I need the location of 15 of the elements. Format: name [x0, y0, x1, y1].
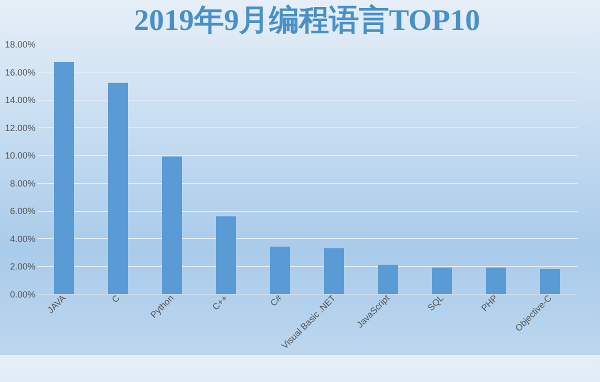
y-tick-label: 10.00% [4, 150, 36, 161]
y-tick-label: 0.00% [10, 290, 36, 300]
chart-title: 2019年9月编程语言TOP10 [134, 3, 480, 37]
x-tick-label: C [110, 292, 122, 305]
y-tick-label: 4.00% [10, 234, 36, 244]
y-tick-label: 18.00% [4, 40, 36, 50]
x-tick-label: C++ [210, 292, 230, 312]
y-tick-label: 2.00% [10, 262, 36, 272]
x-tick-label: SQL [426, 292, 446, 313]
x-tick-label: C# [268, 292, 284, 308]
y-tick-label: 6.00% [10, 206, 36, 216]
y-tick-label: 8.00% [10, 178, 36, 188]
y-tick-label: 14.00% [4, 95, 36, 106]
y-tick-label: 16.00% [4, 67, 36, 78]
y-tick-label: 12.00% [4, 122, 36, 133]
